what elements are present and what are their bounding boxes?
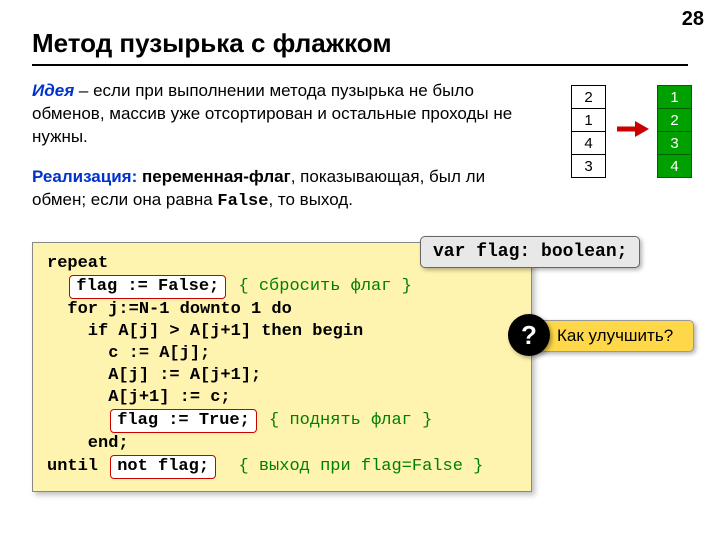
code-l4: if A[j] > A[j+1] then begin bbox=[47, 322, 363, 341]
code-c2: { поднять флаг } bbox=[269, 411, 432, 430]
code-c1: { сбросить флаг } bbox=[238, 277, 411, 296]
cell: 4 bbox=[571, 131, 606, 155]
input-array: 2 1 4 3 bbox=[571, 86, 606, 178]
cell: 1 bbox=[571, 108, 606, 132]
code-hl1: flag := False; bbox=[69, 275, 226, 299]
idea-text: – если при выполнении метода пузырька не… bbox=[32, 81, 512, 146]
code-block: repeat flag := False; { сбросить флаг } … bbox=[32, 242, 532, 492]
cell: 1 bbox=[657, 85, 692, 109]
var-declaration-callout: var flag: boolean; bbox=[420, 236, 640, 268]
idea-paragraph: Идея – если при выполнении метода пузырь… bbox=[32, 80, 537, 149]
question-mark-icon: ? bbox=[508, 314, 550, 356]
code-l7: A[j+1] := c; bbox=[47, 388, 231, 407]
cell: 3 bbox=[571, 154, 606, 178]
cell: 3 bbox=[657, 131, 692, 155]
code-l3: for j:=N-1 downto 1 do bbox=[47, 300, 292, 319]
impl-bold: переменная-флаг bbox=[142, 167, 291, 186]
implementation-paragraph: Реализация: переменная-флаг, показывающа… bbox=[32, 166, 537, 214]
cell: 4 bbox=[657, 154, 692, 178]
page-number: 28 bbox=[682, 8, 704, 31]
code-hl2: flag := True; bbox=[110, 409, 257, 433]
slide-title: Метод пузырька с флажком bbox=[32, 28, 392, 59]
arrow-icon bbox=[617, 120, 649, 138]
impl-false: False bbox=[217, 192, 268, 211]
question-text: Как улучшить? bbox=[557, 326, 673, 346]
code-l9: end; bbox=[47, 434, 129, 453]
output-array: 1 2 3 4 bbox=[657, 86, 692, 178]
code-l5: c := A[j]; bbox=[47, 344, 210, 363]
code-l1: repeat bbox=[47, 254, 108, 273]
code-c3: { выход при flag=False } bbox=[238, 457, 483, 476]
code-hl3: not flag; bbox=[110, 455, 216, 479]
cell: 2 bbox=[657, 108, 692, 132]
impl-label: Реализация: bbox=[32, 167, 137, 186]
idea-label: Идея bbox=[32, 81, 74, 100]
code-l6: A[j] := A[j+1]; bbox=[47, 366, 261, 385]
title-underline bbox=[32, 64, 688, 66]
cell: 2 bbox=[571, 85, 606, 109]
code-l10: until bbox=[47, 457, 98, 476]
impl-tail: , то выход. bbox=[268, 190, 353, 209]
question-callout: Как улучшить? bbox=[530, 320, 694, 352]
